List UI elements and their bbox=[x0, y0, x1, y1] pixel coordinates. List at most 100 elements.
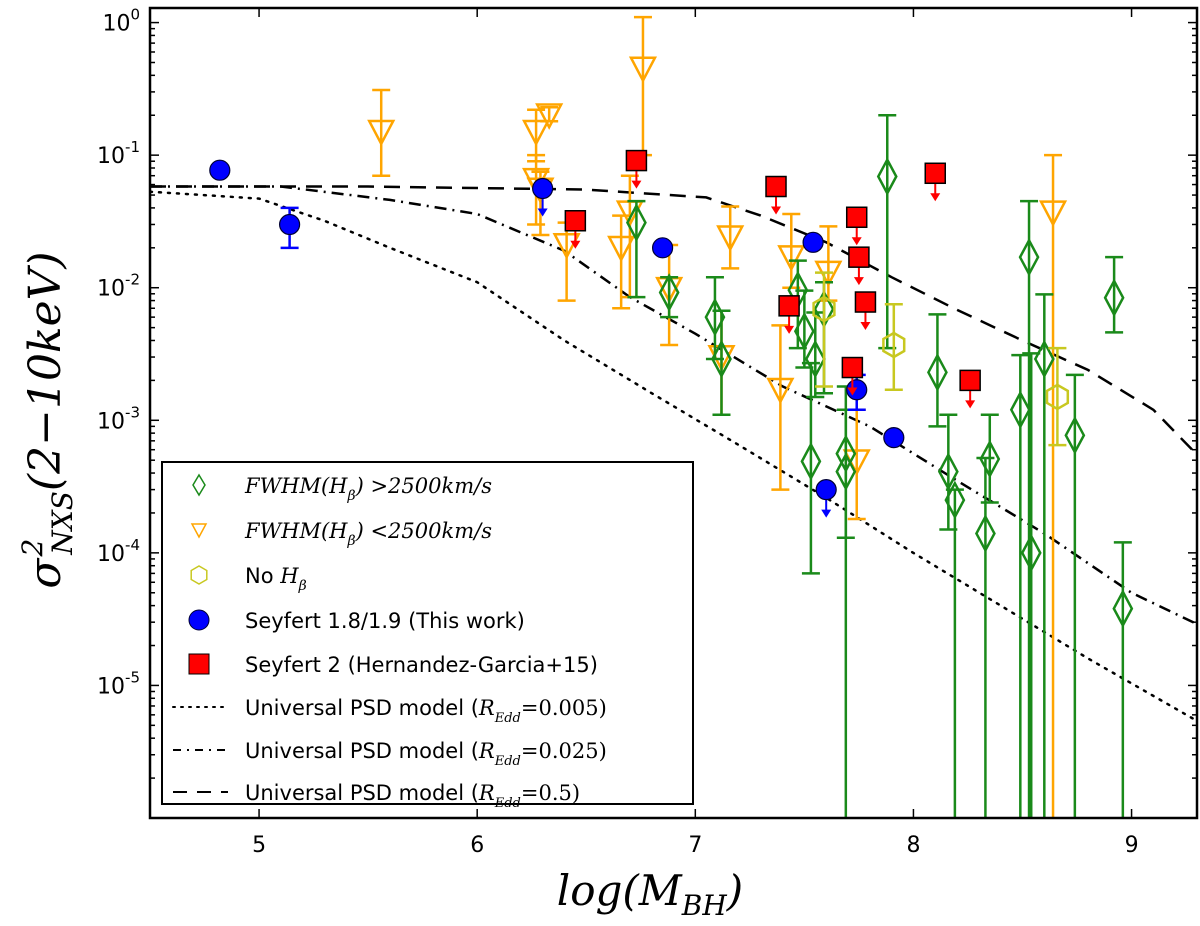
point-narrow bbox=[628, 15, 658, 157]
y-tick-label: 10-2 bbox=[97, 271, 140, 302]
legend-label: FWHM(Hβ) <2500km/s bbox=[244, 519, 492, 549]
marker-triangle_down bbox=[552, 232, 581, 260]
y-tick-label-base: 10 bbox=[97, 144, 125, 169]
x-axis-title: log(MBH) bbox=[557, 866, 743, 922]
marker-triangle_down bbox=[716, 225, 745, 253]
marker-diamond bbox=[876, 157, 898, 196]
plot-frame bbox=[148, 6, 1199, 820]
series-sy2 bbox=[564, 149, 981, 409]
legend-label: Universal PSD model (REdd=0.025) bbox=[245, 739, 607, 769]
legend-box bbox=[161, 461, 694, 805]
marker-circle bbox=[802, 231, 824, 253]
upper-limit-arrow-head bbox=[930, 193, 941, 202]
marker-circle bbox=[883, 427, 905, 449]
marker-diamond bbox=[658, 273, 680, 312]
upper-limit-arrow-head bbox=[784, 325, 795, 334]
legend-label: Seyfert 1.8/1.9 (This work) bbox=[245, 609, 525, 633]
point-narrow bbox=[766, 324, 795, 491]
marker-square bbox=[564, 210, 587, 232]
y-tick-label-exp: -5 bbox=[125, 668, 140, 686]
point-broad bbox=[1064, 373, 1086, 818]
marker-circle bbox=[651, 237, 674, 259]
y-tick-label-base: 10 bbox=[102, 12, 130, 37]
marker-diamond bbox=[1033, 339, 1055, 379]
y-tick-label-exp: -4 bbox=[125, 536, 140, 554]
marker-diamond bbox=[1103, 278, 1125, 318]
x-tick-label: 9 bbox=[1125, 833, 1139, 858]
point-sy19 bbox=[883, 427, 905, 449]
marker-triangle_down bbox=[766, 377, 795, 405]
legend-label-suffix: ) >2500km/s bbox=[355, 474, 493, 498]
marker-diamond bbox=[975, 514, 996, 553]
marker-square bbox=[841, 356, 864, 379]
point-narrow bbox=[535, 103, 564, 130]
point-broad bbox=[835, 408, 857, 540]
legend-label-suffix: =0.5) bbox=[521, 781, 580, 805]
y-tick-label-exp: 0 bbox=[130, 6, 140, 24]
legend-item-m005: Universal PSD model (REdd=0.005) bbox=[172, 696, 607, 726]
point-broad bbox=[1112, 541, 1134, 818]
point-sy19 bbox=[279, 206, 301, 250]
upper-limit-arrow-head bbox=[821, 509, 832, 518]
y-tick-label-exp: -1 bbox=[125, 138, 140, 156]
marker-diamond bbox=[927, 352, 948, 392]
point-sy2 bbox=[848, 246, 870, 286]
point-broad bbox=[979, 413, 1001, 504]
legend-label-prefix: Universal PSD model ( bbox=[245, 781, 479, 805]
marker-circle bbox=[532, 177, 554, 200]
legend-circle-icon bbox=[188, 609, 210, 631]
point-sy2 bbox=[778, 295, 800, 334]
point-broad bbox=[1033, 293, 1055, 818]
legend-label-prefix: Universal PSD model ( bbox=[245, 696, 479, 720]
point-broad bbox=[975, 456, 996, 818]
point-narrow bbox=[716, 205, 745, 270]
point-broad bbox=[927, 313, 948, 428]
marker-triangle_down bbox=[367, 119, 396, 147]
series-narrow bbox=[367, 15, 1068, 818]
point-broad bbox=[944, 480, 966, 818]
marker-square bbox=[959, 369, 981, 392]
point-sy19 bbox=[532, 177, 554, 217]
point-sy2 bbox=[845, 206, 868, 246]
point-sy2 bbox=[924, 162, 946, 202]
y-axis-title: σ2NXS(2−10keV) bbox=[16, 251, 79, 588]
y-tick-label: 10-1 bbox=[97, 138, 140, 169]
series-sy19 bbox=[209, 159, 905, 518]
y-tick-label-exp: -3 bbox=[125, 403, 140, 421]
marker-hexagon bbox=[882, 331, 906, 359]
marker-diamond bbox=[944, 480, 966, 520]
x-axis-title-tail: ) bbox=[726, 866, 743, 915]
marker-diamond bbox=[1009, 390, 1031, 430]
marker-diamond bbox=[835, 452, 857, 492]
legend-triangle-icon bbox=[190, 523, 208, 539]
point-broad bbox=[626, 199, 647, 299]
x-axis-title-main: log(M bbox=[557, 866, 683, 915]
point-sy2 bbox=[625, 149, 648, 189]
point-sy2 bbox=[841, 356, 864, 396]
legend-hexagon-icon bbox=[190, 565, 208, 585]
legend-label-suffix: =0.005) bbox=[521, 696, 607, 720]
point-sy2 bbox=[765, 175, 787, 215]
upper-limit-arrow-head bbox=[537, 208, 548, 217]
legend-label-prefix: Universal PSD model ( bbox=[245, 739, 479, 763]
upper-limit-arrow-head bbox=[860, 322, 871, 331]
y-tick-label: 10-5 bbox=[97, 668, 140, 699]
legend-item-broad: FWHM(Hβ) >2500km/s bbox=[192, 473, 493, 504]
point-sy19 bbox=[802, 231, 824, 253]
legend-item-sy19: Seyfert 1.8/1.9 (This work) bbox=[188, 609, 525, 633]
upper-limit-arrow-head bbox=[570, 240, 581, 249]
point-broad bbox=[800, 361, 822, 575]
marker-triangle_down bbox=[1038, 200, 1068, 228]
data-points bbox=[209, 15, 1134, 818]
y-tick-label: 100 bbox=[102, 6, 140, 37]
axis-ticks bbox=[150, 8, 1197, 819]
y-tick-label-base: 10 bbox=[97, 542, 125, 567]
legend-label-math: H bbox=[279, 564, 299, 588]
point-narrow bbox=[367, 88, 396, 177]
upper-limit-arrow-head bbox=[847, 387, 858, 396]
x-tick-label: 7 bbox=[688, 833, 702, 858]
legend-label-math: R bbox=[478, 781, 495, 805]
upper-limit-arrow-head bbox=[771, 206, 782, 215]
